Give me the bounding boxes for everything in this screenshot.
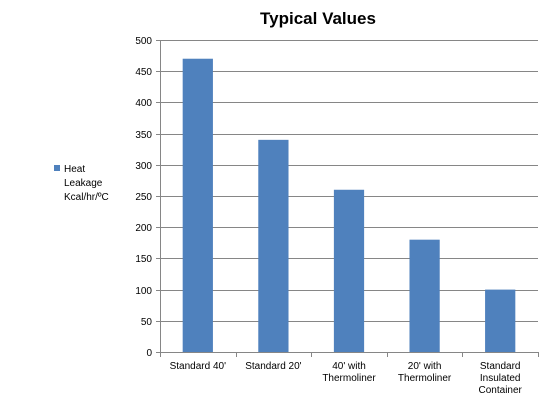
bar bbox=[485, 289, 516, 352]
x-tick-labels: Standard 40' Standard 20' 40' with Thermoli… bbox=[170, 361, 523, 396]
x-tick-label: Standard Insulated Container bbox=[479, 361, 523, 396]
x-tick-label: Standard 40' bbox=[170, 361, 226, 372]
bar bbox=[258, 139, 289, 352]
bar bbox=[409, 239, 440, 352]
y-tick-label: 250 bbox=[135, 192, 152, 203]
y-tick-label: 100 bbox=[135, 286, 152, 297]
x-tick-label-line: Thermoliner bbox=[322, 373, 376, 384]
y-tick-label: 500 bbox=[135, 36, 152, 47]
x-tick-label-line: Thermoliner bbox=[398, 373, 452, 384]
legend-label-line: Heat bbox=[64, 164, 85, 175]
y-tick-label: 0 bbox=[146, 348, 152, 359]
legend-label: Heat Leakage Kcal/hr/ºC bbox=[64, 164, 109, 203]
x-tick-label-line: 20' with bbox=[408, 361, 442, 372]
y-tick-label: 50 bbox=[141, 317, 153, 328]
bar bbox=[182, 58, 213, 352]
axes bbox=[156, 40, 539, 357]
x-tick-label-line: Standard bbox=[480, 361, 521, 372]
y-tick-label: 400 bbox=[135, 98, 152, 109]
y-tick-label: 200 bbox=[135, 223, 152, 234]
y-tick-label: 300 bbox=[135, 161, 152, 172]
legend-swatch bbox=[54, 165, 60, 171]
x-tick-label: Standard 20' bbox=[245, 361, 301, 372]
x-tick-label-line: Container bbox=[479, 385, 523, 396]
x-tick-label-line: Standard 20' bbox=[245, 361, 301, 372]
x-tick-label-line: Insulated bbox=[480, 373, 521, 384]
y-tick-label: 350 bbox=[135, 130, 152, 141]
bars bbox=[182, 58, 516, 352]
legend: Heat Leakage Kcal/hr/ºC bbox=[54, 164, 109, 203]
x-tick-label: 40' with Thermoliner bbox=[322, 361, 376, 384]
y-tick-label: 150 bbox=[135, 254, 152, 265]
y-tick-labels: 0 50 100 150 200 250 300 350 400 450 500 bbox=[135, 36, 152, 359]
x-tick-label-line: 40' with bbox=[332, 361, 366, 372]
chart-title: Typical Values bbox=[260, 9, 376, 28]
legend-label-line: Kcal/hr/ºC bbox=[64, 192, 109, 203]
x-tick-label: 20' with Thermoliner bbox=[398, 361, 452, 384]
bar bbox=[333, 189, 365, 352]
legend-label-line: Leakage bbox=[64, 178, 103, 189]
y-tick-label: 450 bbox=[135, 67, 152, 78]
x-tick-label-line: Standard 40' bbox=[170, 361, 226, 372]
